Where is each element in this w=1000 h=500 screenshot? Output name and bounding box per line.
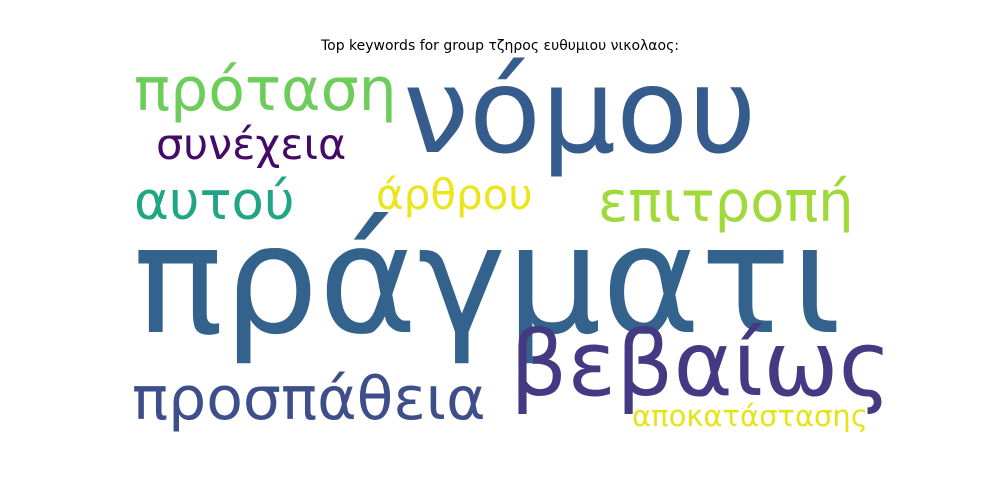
keyword-arthrou: άρθρου bbox=[376, 170, 533, 219]
keyword-epitropi: επιτροπή bbox=[598, 170, 854, 235]
keyword-synecheia: συνέχεια bbox=[156, 120, 347, 170]
keyword-pragmati: πράγματι bbox=[133, 194, 842, 368]
keyword-apokatastasis: αποκατάστασης bbox=[632, 399, 868, 433]
wordcloud-title: Top keywords for group τζηρος ευθυμιου ν… bbox=[320, 38, 680, 54]
keyword-nomou: νόμου bbox=[403, 42, 757, 180]
keyword-prospatheia: προσπάθεια bbox=[132, 364, 486, 434]
keyword-vevaios: βεβαίως bbox=[510, 312, 892, 417]
keyword-aftou: αυτού bbox=[134, 171, 295, 232]
keyword-protasi: πρόταση bbox=[134, 55, 397, 125]
